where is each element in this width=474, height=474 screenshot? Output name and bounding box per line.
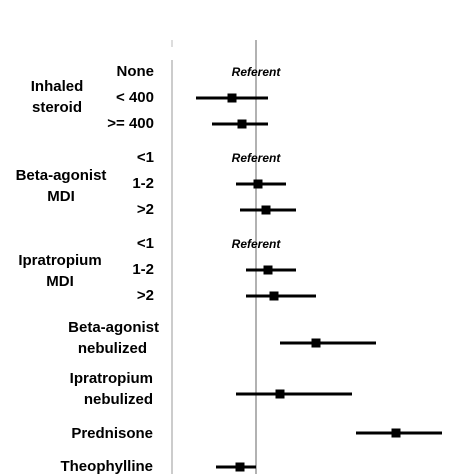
estimate-row-prednisone — [356, 428, 442, 438]
point-estimate — [235, 462, 245, 472]
group-label-line: Prednisone — [71, 425, 153, 442]
point-estimate — [237, 119, 247, 129]
group-label-line: steroid — [32, 99, 82, 116]
estimate-row-beta-mdi-1-2 — [236, 179, 286, 189]
point-estimate — [269, 291, 279, 301]
group-label-line: Beta-agonist — [16, 167, 107, 184]
level-label: >2 — [137, 287, 154, 304]
group-label-beta-agonist-nebulized: Beta-agonist nebulized — [68, 319, 159, 357]
point-estimate — [261, 205, 271, 215]
level-label: 1-2 — [132, 261, 154, 278]
point-estimate — [253, 179, 263, 189]
group-label-theophylline: Theophylline — [60, 458, 153, 474]
group-label-line: nebulized — [84, 391, 153, 408]
estimate-row-beta-mdi-gt2 — [240, 205, 296, 215]
estimate-row-iprat-mdi-gt2 — [246, 291, 316, 301]
estimate-row-iprat-mdi-1-2 — [246, 265, 296, 275]
referent-label: Referent — [232, 65, 282, 79]
point-estimate — [227, 93, 237, 103]
group-label-line: Theophylline — [60, 458, 153, 474]
group-label-ipratropium-mdi: Ipratropium MDI — [18, 252, 101, 290]
estimate-row-inhaled-lt400 — [196, 93, 268, 103]
point-estimate — [311, 338, 321, 348]
point-estimate — [391, 428, 401, 438]
level-label: >2 — [137, 201, 154, 218]
level-label: < 400 — [116, 89, 154, 106]
group-label-line: MDI — [46, 273, 74, 290]
point-estimate — [263, 265, 273, 275]
group-label-line: Beta-agonist — [68, 319, 159, 336]
group-label-line: nebulized — [78, 340, 147, 357]
group-label-beta-agonist-mdi: Beta-agonist MDI — [16, 167, 107, 205]
group-label-ipratropium-nebulized: Ipratropium nebulized — [70, 370, 153, 408]
group-label-line: Ipratropium — [70, 370, 153, 387]
group-label-line: MDI — [47, 188, 75, 205]
referent-label: Referent — [232, 151, 282, 165]
point-estimate — [275, 389, 285, 399]
group-label-inhaled-steroid: Inhaled steroid — [31, 78, 84, 116]
level-label: 1-2 — [132, 175, 154, 192]
level-label: >= 400 — [107, 115, 154, 132]
estimate-row-theophylline — [216, 462, 256, 472]
level-label: <1 — [137, 235, 154, 252]
group-label-prednisone: Prednisone — [71, 425, 153, 442]
level-label: None — [117, 63, 155, 80]
estimate-row-iprat-nebulized — [236, 389, 352, 399]
group-label-line: Inhaled — [31, 78, 84, 95]
estimate-row-beta-nebulized — [280, 338, 376, 348]
referent-label: Referent — [232, 237, 282, 251]
group-label-line: Ipratropium — [18, 252, 101, 269]
estimate-row-inhaled-ge400 — [212, 119, 268, 129]
level-label: <1 — [137, 149, 154, 166]
